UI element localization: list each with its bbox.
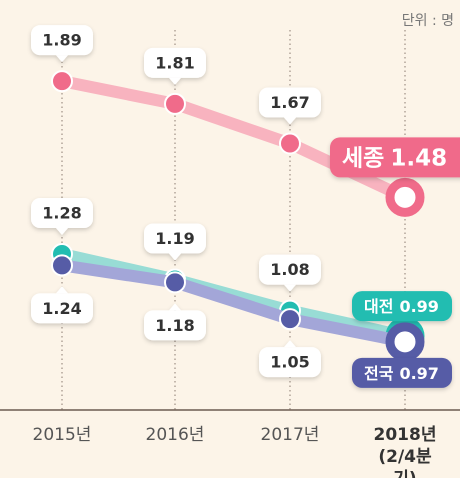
x-tick-label: 2015년 bbox=[32, 425, 92, 445]
callout-box bbox=[31, 198, 93, 228]
end-label-box bbox=[352, 357, 452, 388]
callout-tip bbox=[169, 253, 181, 261]
end-marker bbox=[385, 322, 425, 362]
x-tick-label: 2018년 (2/4분기) bbox=[373, 425, 437, 478]
callout-box bbox=[144, 310, 206, 341]
callout-tip bbox=[284, 340, 296, 348]
value-label: 1.89 bbox=[42, 31, 81, 50]
marker bbox=[279, 132, 301, 155]
end-marker bbox=[385, 177, 425, 217]
callout-tip bbox=[169, 303, 181, 311]
series-name: 전국 bbox=[364, 363, 394, 382]
end-label: 세종 1.48 bbox=[330, 137, 460, 178]
series-line bbox=[56, 259, 411, 348]
callout-box bbox=[144, 47, 206, 78]
callout-tip bbox=[284, 117, 296, 125]
end-label-box bbox=[352, 291, 452, 322]
x-tick-label: 2017년 bbox=[260, 425, 320, 445]
value-callout: 1.19 bbox=[144, 223, 206, 261]
marker bbox=[51, 254, 73, 277]
end-label-text: 대전 0.99 bbox=[364, 297, 439, 316]
value-label: 1.19 bbox=[155, 229, 194, 248]
end-label: 대전 0.99 bbox=[352, 291, 452, 322]
marker bbox=[164, 92, 186, 115]
series-name: 대전 bbox=[364, 297, 393, 316]
value-label: 1.81 bbox=[155, 53, 194, 72]
end-label-box bbox=[330, 137, 460, 178]
callout-tip bbox=[56, 55, 68, 63]
marker bbox=[279, 308, 301, 331]
callout-box bbox=[31, 293, 93, 324]
callout-box bbox=[259, 87, 321, 118]
value-callout: 1.05 bbox=[259, 340, 321, 378]
value-label: 0.97 bbox=[399, 363, 438, 382]
value-callout: 1.67 bbox=[259, 87, 321, 125]
unit-label: 단위 : 명 bbox=[401, 13, 454, 29]
value-label: 1.28 bbox=[42, 204, 81, 223]
callout-tip bbox=[56, 228, 68, 235]
callout-box bbox=[259, 347, 321, 378]
callout-box bbox=[144, 223, 206, 254]
value-label: 1.67 bbox=[270, 93, 309, 112]
callout-tip bbox=[56, 286, 68, 294]
end-label-text: 세종 1.48 bbox=[342, 145, 447, 171]
end-label: 전국 0.97 bbox=[352, 357, 452, 388]
value-label: 1.48 bbox=[390, 145, 447, 171]
value-label: 1.05 bbox=[270, 353, 309, 372]
value-callout: 1.24 bbox=[31, 286, 93, 324]
value-label: 1.08 bbox=[270, 260, 309, 279]
value-callout: 1.81 bbox=[144, 47, 206, 85]
value-label: 1.24 bbox=[42, 299, 81, 318]
end-label-text: 전국 0.97 bbox=[364, 363, 439, 382]
value-callout: 1.08 bbox=[259, 254, 321, 292]
callout-box bbox=[259, 254, 321, 285]
marker bbox=[51, 70, 73, 93]
value-callout: 1.18 bbox=[144, 303, 206, 341]
series-name: 세종 bbox=[342, 145, 384, 171]
value-callout: 1.28 bbox=[31, 198, 93, 235]
callout-box bbox=[31, 25, 93, 56]
value-label: 1.18 bbox=[155, 316, 194, 335]
marker bbox=[164, 271, 186, 294]
x-tick-label: 2016년 bbox=[145, 425, 205, 445]
callout-tip bbox=[169, 77, 181, 85]
callout-tip bbox=[284, 284, 296, 292]
value-label: 0.99 bbox=[399, 297, 438, 316]
value-callout: 1.89 bbox=[31, 25, 93, 63]
